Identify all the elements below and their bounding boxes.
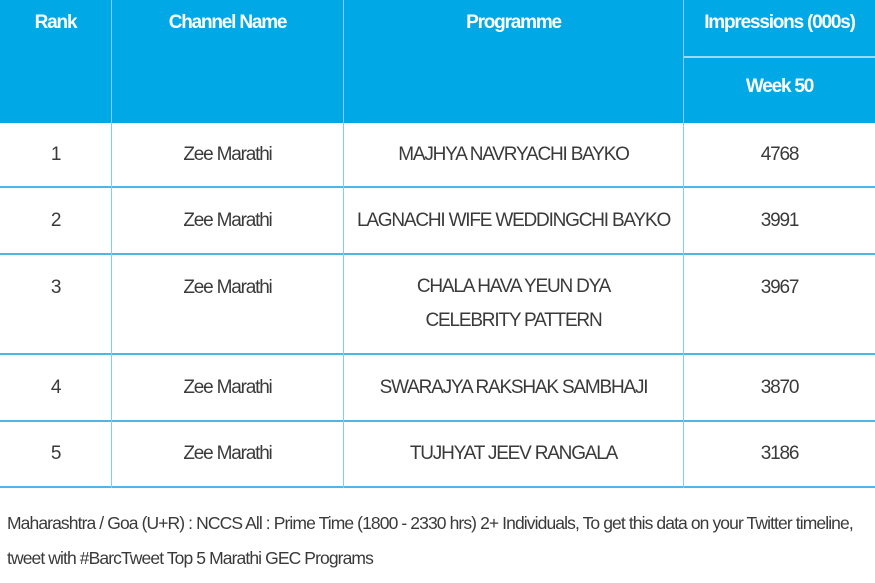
header-rank: Rank <box>34 12 78 33</box>
header-divider <box>684 56 875 58</box>
footnote: Maharashtra / Goa (U+R) : NCCS All : Pri… <box>7 513 854 568</box>
table-row: 2 Zee Marathi LAGNACHI WIFE WEDDINGCHI B… <box>0 188 875 255</box>
programme-cell: CHALA HAVA YEUN DYA CELEBRITY PATTERN <box>416 276 612 331</box>
programme-cell: MAJHYA NAVRYACHI BAYKO <box>398 143 630 165</box>
impressions-cell: 3991 <box>760 209 800 231</box>
programme-cell: LAGNACHI WIFE WEDDINGCHI BAYKO <box>356 209 671 231</box>
channel-cell: Zee Marathi <box>183 376 272 398</box>
rank-cell: 4 <box>50 376 62 398</box>
channel-cell: Zee Marathi <box>183 277 272 298</box>
column-divider <box>111 0 112 488</box>
impressions-cell: 4768 <box>760 143 800 165</box>
impressions-cell: 3870 <box>760 376 800 398</box>
table-row: 1 Zee Marathi MAJHYA NAVRYACHI BAYKO 476… <box>0 123 875 188</box>
column-divider <box>343 0 344 488</box>
table-header: Rank Channel Name Programme Impressions … <box>0 0 875 123</box>
header-week: Week 50 <box>745 76 815 97</box>
header-programme: Programme <box>466 12 562 33</box>
channel-cell: Zee Marathi <box>183 209 272 231</box>
rank-cell: 5 <box>50 443 62 464</box>
header-channel-name: Channel Name <box>168 12 288 33</box>
header-impressions: Impressions (000s) <box>704 12 856 33</box>
table-row: 4 Zee Marathi SWARAJYA RAKSHAK SAMBHAJI … <box>0 355 875 422</box>
rank-cell: 3 <box>50 277 62 298</box>
table-row: 5 Zee Marathi TUJHYAT JEEV RANGALA 3186 <box>0 422 875 488</box>
impressions-cell: 3186 <box>760 443 800 464</box>
channel-cell: Zee Marathi <box>183 143 272 165</box>
column-divider <box>683 0 684 488</box>
rank-cell: 1 <box>50 143 62 165</box>
programme-cell: TUJHYAT JEEV RANGALA <box>409 443 618 464</box>
impressions-cell: 3967 <box>760 277 800 298</box>
table-row: 3 Zee Marathi CHALA HAVA YEUN DYA CELEBR… <box>0 255 875 355</box>
channel-cell: Zee Marathi <box>183 443 272 464</box>
programme-cell: SWARAJYA RAKSHAK SAMBHAJI <box>379 376 649 398</box>
rank-cell: 2 <box>50 209 62 231</box>
